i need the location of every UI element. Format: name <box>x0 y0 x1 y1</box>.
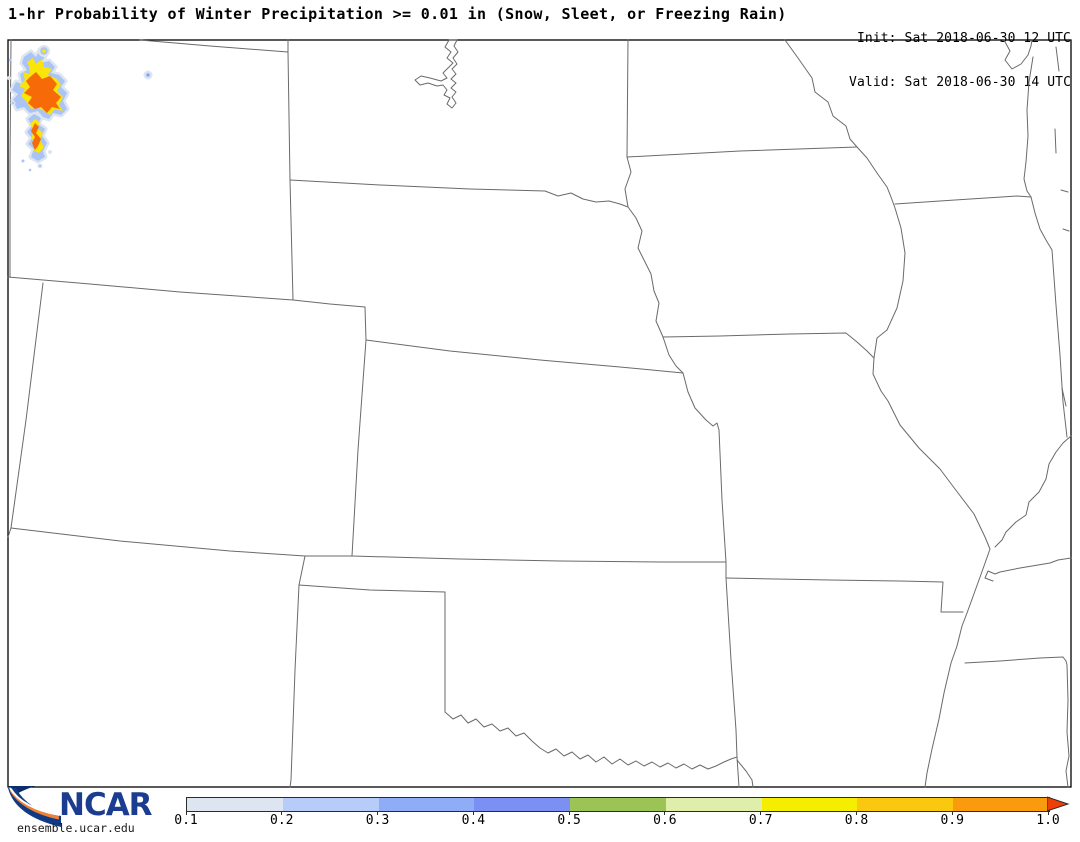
missouri-arkansas-border <box>725 577 964 613</box>
colorbar-tickmark-1.0 <box>1047 811 1049 815</box>
wisconsin-illinois-border <box>894 195 1032 205</box>
latitude-37-border <box>10 527 727 563</box>
precip-dot-8 <box>7 76 11 80</box>
nebraska-kansas-border <box>365 339 684 374</box>
utah-colorado-border <box>10 282 44 529</box>
colorbar <box>186 797 1050 812</box>
init-time-label: Init: Sat 2018-06-30 12 UTC <box>856 31 1071 46</box>
iowa-north-border <box>626 146 858 158</box>
ncar-logo-icon <box>8 786 61 827</box>
state-boundaries <box>7 39 1072 788</box>
lake-michigan-water-boundaries <box>1054 46 1070 407</box>
southdakota-minnesota-border <box>626 39 629 158</box>
wyoming-west-border <box>9 39 12 278</box>
colorbar-segment-0.5-0.6 <box>570 798 666 811</box>
southdakota-nebraska-border <box>289 179 546 192</box>
colorbar-arrow <box>1047 796 1070 812</box>
nebraska-colorado-border <box>364 306 367 341</box>
ncar-wordmark: NCAR <box>59 787 153 823</box>
lake-oahe <box>414 39 459 109</box>
run-time-info: Init: Sat 2018-06-30 12 UTC Valid: Sat 2… <box>849 3 1071 119</box>
precip-dot-3 <box>11 101 15 105</box>
precip-high-south <box>31 123 41 150</box>
colorbar-tick-label-0.7: 0.7 <box>748 813 773 828</box>
page-title: 1-hr Probability of Winter Precipitation… <box>8 5 787 23</box>
kentucky-tennessee-border <box>984 557 1072 582</box>
colorbar-tick-label-1.0: 1.0 <box>1036 813 1060 828</box>
colorbar-segment-0.7-0.8 <box>761 798 858 811</box>
colorbar-segment-0.8-0.9 <box>857 798 954 811</box>
lake-michigan-shoreline <box>1023 56 1068 438</box>
colorbar-tick-label-0.2: 0.2 <box>270 813 294 828</box>
missouri-river <box>544 190 720 431</box>
precip-dot-6 <box>38 164 42 168</box>
big-sioux-river <box>624 156 632 208</box>
colorbar-tickmark-0.9 <box>951 811 953 815</box>
precip-dot-9 <box>28 168 32 172</box>
wyoming-east-border <box>287 51 294 301</box>
valid-time-label: Valid: Sat 2018-06-30 14 UTC <box>849 74 1071 90</box>
colorbar-segments <box>187 798 1050 811</box>
map-frame <box>7 39 1072 788</box>
red-river <box>444 711 738 770</box>
colorbar-tick-label-0.9: 0.9 <box>940 813 964 828</box>
colorbar-tick-label-0.5: 0.5 <box>557 813 581 828</box>
precip-dot-1 <box>8 58 12 62</box>
colorbar-tickmark-0.3 <box>377 811 379 815</box>
precip-speck-yellow-core <box>42 49 46 53</box>
colorbar-tickmark-0.7 <box>760 811 762 815</box>
colorbar-tickmark-0.8 <box>855 811 857 815</box>
colorbar-tickmark-0.4 <box>472 811 474 815</box>
wyoming-colorado-border <box>7 276 366 308</box>
site-url: ensemble.ucar.edu <box>17 821 135 835</box>
colorado-kansas-border <box>351 339 367 557</box>
colorbar-segment-0.1-0.2 <box>187 798 283 811</box>
colorbar-tick-label-0.6: 0.6 <box>653 813 677 828</box>
arizona-newmexico-stub <box>7 527 12 538</box>
mississippi-river <box>784 39 991 788</box>
colorbar-tick-label-0.8: 0.8 <box>844 813 869 828</box>
colorbar-tick-label-0.1: 0.1 <box>174 813 198 828</box>
precip-high-main <box>24 72 61 113</box>
door-peninsula <box>1003 39 1033 70</box>
colorbar-segment-0.9-1.0 <box>953 798 1050 811</box>
colorbar-tick-label-0.3: 0.3 <box>365 813 390 828</box>
ncar-logo-white-arc <box>9 787 60 816</box>
colorbar-segment-0.2-0.3 <box>282 798 379 811</box>
colorbar-segment-0.6-0.7 <box>665 798 762 811</box>
iowa-south-border <box>662 332 875 359</box>
montana-wyoming-border <box>139 39 289 53</box>
colorbar-segment-0.3-0.4 <box>378 798 475 811</box>
ohio-river <box>994 435 1072 548</box>
newmexico-texas-border <box>289 555 306 788</box>
colorbar-segment-0.4-0.5 <box>474 798 571 811</box>
precip-dot-7 <box>48 150 52 154</box>
colorbar-tickmark-0.5 <box>568 811 570 815</box>
red-river-south-branch <box>736 759 754 788</box>
colorbar-tickmark-0.6 <box>664 811 666 815</box>
colorbar-tick-label-0.4: 0.4 <box>461 813 486 828</box>
kansas-missouri-border <box>718 429 740 788</box>
colorbar-tickmark-0.2 <box>281 811 283 815</box>
precip-probability-overlay <box>7 45 153 172</box>
precip-dot-4 <box>21 159 25 163</box>
colorbar-tickmark-0.1 <box>185 811 187 815</box>
texas-panhandle-north-border <box>298 584 446 593</box>
precip-speck-east-core <box>147 74 149 76</box>
tennessee-mississippi-border <box>964 656 1070 788</box>
